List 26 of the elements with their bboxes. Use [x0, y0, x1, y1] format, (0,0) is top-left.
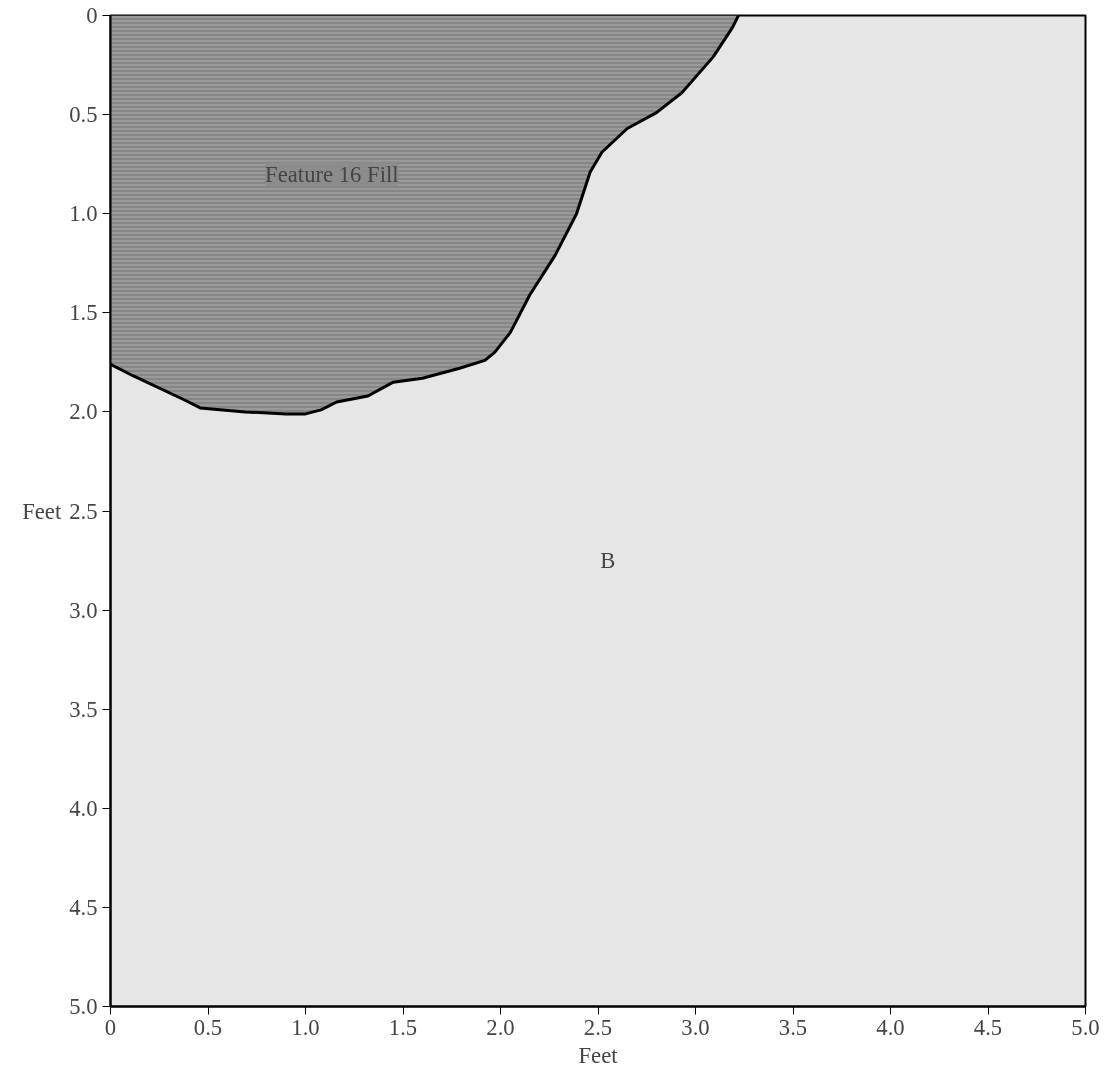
x-tick-label: 3.0 [681, 1014, 710, 1040]
x-tick-label: 1.0 [291, 1014, 320, 1040]
y-tick-label: 1.0 [69, 201, 98, 227]
y-tick-label: 3.0 [69, 597, 98, 623]
y-axis-title: Feet [22, 498, 62, 524]
y-tick-label: 5.0 [69, 994, 98, 1019]
y-tick-label: 4.0 [69, 795, 98, 821]
x-axis-title: Feet [578, 1042, 619, 1068]
x-tick-label: 4.5 [973, 1014, 1003, 1040]
x-tick-label: 0.5 [193, 1014, 223, 1040]
x-tick-label: 2.5 [583, 1014, 613, 1040]
y-tick-label: 2.0 [69, 399, 98, 425]
annotation: B [600, 548, 616, 574]
x-tick-label: 0 [104, 1014, 117, 1040]
x-tick-label: 2.0 [486, 1014, 515, 1040]
y-tick-label: 2.5 [69, 498, 98, 524]
y-tick-label: 4.5 [69, 894, 98, 920]
x-tick-label: 5.0 [1071, 1014, 1100, 1040]
y-tick-label: 0 [86, 3, 98, 28]
x-tick-label: 3.5 [778, 1014, 808, 1040]
y-tick-label: 3.5 [69, 696, 98, 722]
y-tick-label: 1.5 [69, 300, 98, 326]
x-tick-label: 1.5 [388, 1014, 418, 1040]
y-tick-label: 0.5 [69, 102, 98, 128]
annotation: Feature 16 Fill [265, 161, 399, 187]
x-tick-label: 4.0 [876, 1014, 905, 1040]
